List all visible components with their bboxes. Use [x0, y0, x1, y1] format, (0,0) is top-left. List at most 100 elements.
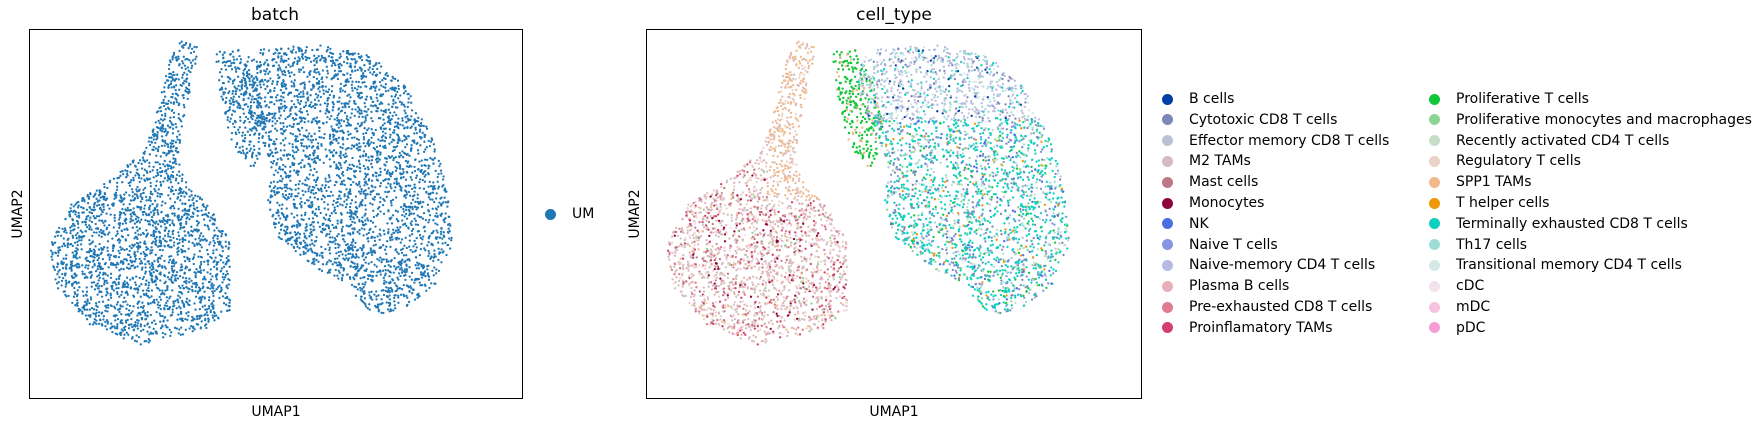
scatter-point: [373, 251, 377, 254]
scatter-point: [171, 77, 174, 80]
scatter-point: [349, 62, 352, 65]
scatter-point: [307, 204, 310, 208]
scatter-point: [198, 307, 202, 311]
scatter-point: [139, 200, 143, 203]
scatter-point: [334, 73, 337, 76]
scatter-point: [136, 322, 140, 325]
scatter-point: [410, 287, 413, 290]
scatter-point: [272, 159, 276, 163]
scatter-point: [346, 78, 349, 81]
scatter-point: [148, 161, 151, 165]
scatter-point: [132, 207, 135, 210]
scatter-point: [392, 271, 395, 274]
scatter-point: [118, 252, 121, 255]
scatter-point: [66, 245, 69, 249]
scatter-point: [375, 175, 378, 178]
scatter-point: [193, 253, 196, 256]
scatter-point: [364, 117, 367, 120]
scatter-point: [175, 135, 179, 138]
scatter-point: [263, 118, 266, 121]
scatter-point: [376, 235, 379, 238]
scatter-point: [177, 301, 180, 304]
scatter-point: [180, 215, 184, 218]
scatter-point: [181, 244, 185, 248]
scatter-point: [425, 146, 428, 149]
scatter-point: [283, 149, 286, 152]
scatter-point: [172, 300, 175, 303]
scatter-point: [358, 148, 362, 152]
scatter-point: [275, 211, 278, 214]
scatter-point: [290, 243, 293, 246]
scatter-point: [292, 45, 295, 48]
scatter-point: [417, 116, 420, 119]
scatter-point: [393, 125, 397, 128]
scatter-point: [387, 287, 390, 290]
scatter-point: [397, 294, 400, 297]
scatter-point: [399, 274, 402, 278]
scatter-point: [375, 161, 379, 164]
scatter-point: [91, 323, 95, 326]
scatter-point: [304, 252, 307, 255]
scatter-point: [198, 265, 202, 268]
scatter-point: [382, 229, 385, 232]
scatter-point: [185, 266, 189, 269]
scatter-point: [103, 224, 106, 227]
scatter-point: [406, 105, 409, 109]
scatter-point: [183, 71, 186, 74]
scatter-point: [411, 139, 414, 142]
scatter-point: [264, 131, 268, 134]
scatter-point: [273, 103, 276, 106]
scatter-point: [92, 308, 96, 311]
scatter-point: [208, 280, 211, 284]
scatter-point: [350, 112, 353, 115]
scatter-point: [217, 317, 220, 320]
scatter-point: [299, 197, 302, 200]
scatter-point: [315, 77, 319, 80]
scatter-point: [182, 96, 185, 100]
scatter-point: [313, 196, 316, 199]
scatter-point: [192, 207, 196, 210]
scatter-point: [385, 252, 388, 256]
scatter-point: [361, 81, 364, 84]
scatter-point: [168, 177, 171, 180]
scatter-point: [172, 139, 175, 143]
scatter-point: [375, 96, 378, 100]
scatter-point: [215, 248, 218, 251]
scatter-point: [74, 210, 77, 214]
scatter-point: [361, 154, 365, 157]
scatter-point: [118, 216, 122, 219]
scatter-point: [116, 292, 119, 296]
scatter-point: [114, 319, 117, 322]
scatter-point: [198, 249, 201, 253]
scatter-point: [421, 131, 424, 134]
scatter-point: [171, 289, 174, 292]
scatter-point: [344, 250, 348, 253]
scatter-point: [178, 49, 181, 53]
scatter-point: [199, 301, 202, 304]
scatter-point: [275, 99, 278, 102]
scatter-point: [285, 198, 289, 201]
scatter-point: [287, 69, 290, 73]
scatter-point: [316, 96, 319, 99]
scatter-point: [92, 206, 96, 209]
scatter-point: [355, 210, 359, 213]
scatter-point: [413, 183, 416, 186]
scatter-point: [183, 64, 187, 67]
scatter-point: [192, 50, 196, 53]
scatter-point: [75, 247, 78, 250]
scatter-point: [296, 62, 299, 66]
scatter-point: [188, 259, 191, 263]
scatter-point: [346, 58, 349, 61]
scatter-point: [405, 268, 409, 271]
scatter-point: [303, 117, 307, 120]
scatter-point: [410, 147, 413, 150]
scatter-point: [267, 106, 271, 109]
scatter-point: [287, 57, 290, 61]
scatter-point: [89, 255, 92, 258]
scatter-point: [91, 240, 95, 243]
scatter-point: [118, 307, 122, 310]
scatter-point: [186, 318, 189, 321]
scatter-point: [150, 321, 154, 324]
scatter-point: [392, 228, 395, 231]
scatter-point: [361, 73, 364, 77]
